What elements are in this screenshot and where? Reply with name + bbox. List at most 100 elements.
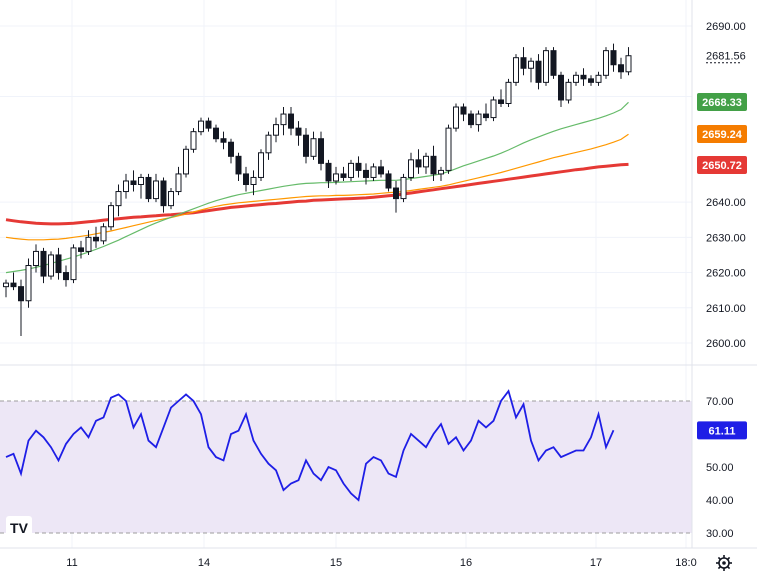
candle [498, 89, 504, 108]
candle-body [355, 162, 362, 171]
candle [348, 159, 354, 181]
badge-background [697, 93, 747, 111]
candle [18, 279, 24, 336]
candle [423, 152, 429, 174]
candle-body [258, 152, 264, 178]
candle [33, 244, 39, 273]
candle-body [558, 74, 564, 101]
candle [445, 124, 452, 174]
candle [25, 258, 32, 308]
logo-background [6, 516, 32, 540]
candle [100, 223, 107, 245]
candle-body [415, 159, 422, 168]
candle [355, 156, 362, 178]
value-badge: 2659.24 [697, 125, 747, 143]
candle-body [25, 265, 32, 302]
candle [580, 68, 587, 86]
candle [603, 47, 609, 79]
candle-body [40, 250, 47, 277]
candle-body [55, 254, 62, 274]
candle [258, 149, 264, 181]
time-tick-label: 14 [198, 557, 210, 569]
candle-body [483, 113, 489, 119]
candle-body [438, 169, 444, 175]
candle [318, 131, 324, 171]
candle-body [183, 148, 189, 175]
rsi-tick-label: 70.00 [706, 396, 734, 408]
candle-body [505, 81, 512, 104]
candle [235, 152, 242, 181]
badge-label: 2668.33 [702, 97, 742, 109]
candle [385, 170, 392, 192]
candle-body [160, 180, 167, 207]
candle-body [520, 57, 527, 69]
candle-body [123, 180, 129, 193]
candle [123, 173, 129, 199]
candle [588, 75, 594, 86]
candle-body [460, 106, 467, 115]
price-tick-label: 2620.00 [706, 268, 746, 280]
candle [528, 57, 534, 83]
candle [573, 71, 579, 86]
candle [310, 131, 317, 160]
candle-body [595, 74, 602, 83]
candle-body [138, 176, 144, 185]
moving-average-line [5, 162, 629, 226]
price-tick-label: 2640.00 [706, 197, 746, 209]
candle-layer [3, 43, 632, 336]
candle-body [490, 99, 497, 119]
candle [430, 145, 437, 181]
candle [160, 177, 167, 213]
candle-body [588, 78, 594, 83]
candle-body [348, 162, 354, 178]
candle-body [408, 159, 414, 178]
candle [213, 124, 219, 143]
candle [550, 47, 557, 79]
candle [78, 240, 84, 259]
candle [543, 47, 549, 86]
candle [273, 117, 279, 143]
candle-body [340, 173, 347, 178]
price-tick-label: 2600.00 [706, 338, 746, 350]
candle-body [33, 250, 39, 267]
candle-body [310, 138, 317, 157]
candle [3, 279, 9, 298]
candle [325, 159, 332, 189]
candle-body [168, 191, 174, 207]
candle-body [610, 50, 617, 66]
candle-body [475, 113, 482, 126]
gear-icon[interactable] [716, 555, 732, 571]
price-tick-label: 2681.56 [706, 51, 746, 63]
candle [175, 166, 182, 196]
grid-layer [0, 0, 692, 548]
candle [453, 103, 459, 132]
badge-label: 61.11 [709, 425, 736, 437]
candle-body [565, 81, 572, 101]
rsi-line [5, 389, 615, 502]
candle-body [220, 138, 227, 143]
candle [168, 188, 174, 210]
time-tick-label: 11 [66, 557, 77, 569]
candle-body [370, 166, 377, 178]
candle-body [273, 124, 279, 136]
value-badge: 2668.33 [697, 93, 747, 111]
tradingview-logo[interactable]: TV [6, 516, 32, 540]
candle [625, 47, 632, 76]
candle-body [430, 155, 437, 175]
candle [303, 128, 309, 164]
candle [610, 43, 617, 72]
value-badges: 2668.33 2659.24 2650.72 61.11 [697, 93, 747, 440]
candle-body [213, 127, 219, 140]
candle [295, 121, 302, 146]
candle [468, 110, 474, 129]
candle [228, 138, 234, 164]
candle-body [333, 173, 339, 182]
candle-body [108, 205, 114, 228]
candle-body [280, 113, 287, 126]
rsi-band [0, 401, 692, 533]
candle-body [228, 141, 234, 157]
candle [153, 173, 159, 203]
candle [115, 184, 122, 217]
rsi-band-layer [0, 400, 692, 534]
moving-average-line [5, 133, 629, 241]
